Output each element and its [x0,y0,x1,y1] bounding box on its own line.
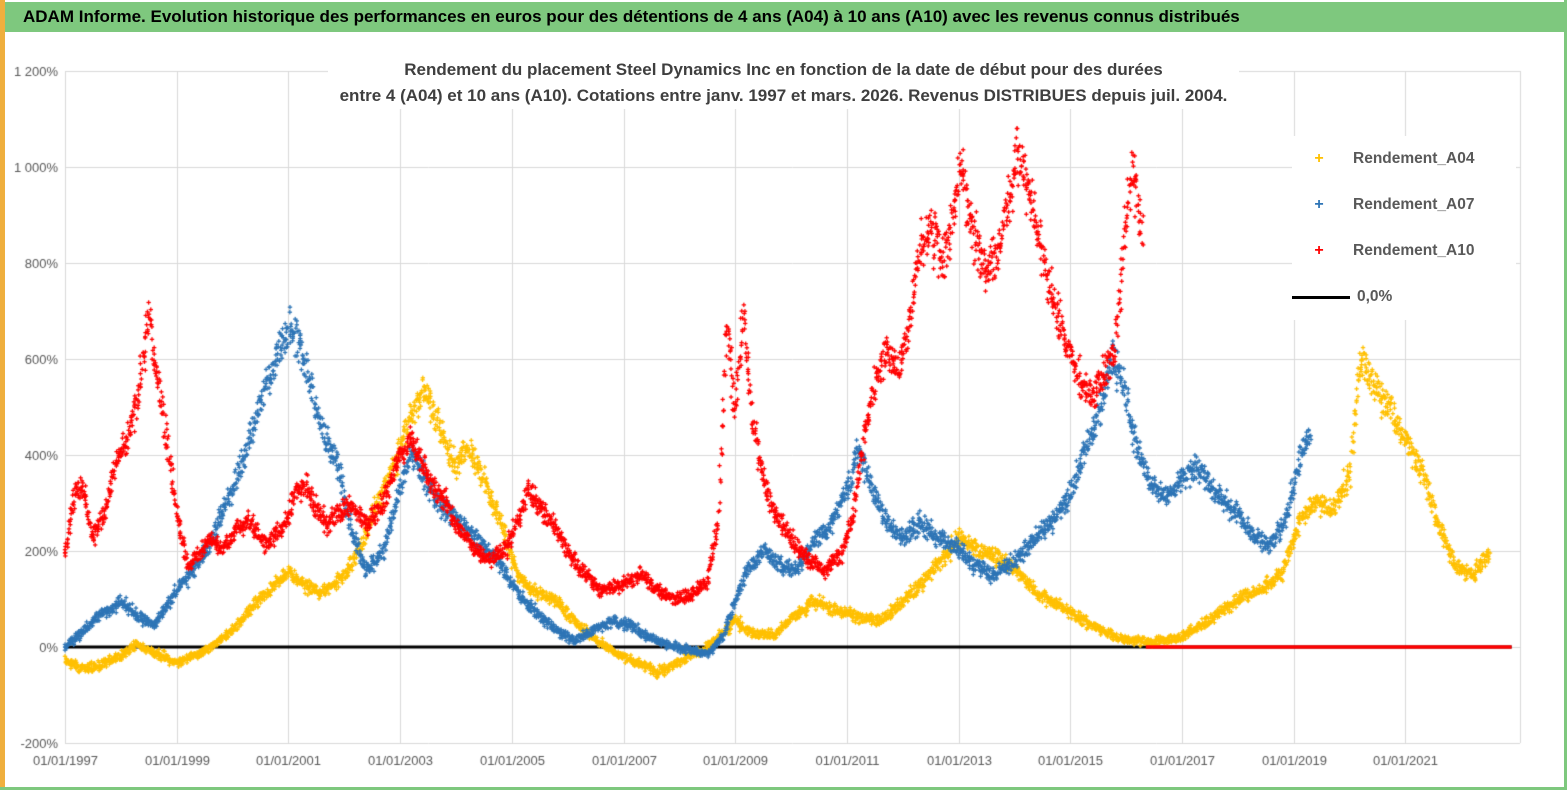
legend-label-a07: Rendement_A07 [1353,196,1475,213]
legend-label-zero: 0,0% [1357,288,1393,305]
chart-title-line2: entre 4 (A04) et 10 ans (A10). Cotations… [339,86,1228,105]
legend-label-a10: Rendement_A10 [1353,242,1475,259]
zero-line-marker-icon [1292,295,1350,299]
legend-item-zero-line: 0,0% [1292,274,1516,320]
plus-marker-icon: + [1314,242,1324,259]
legend-item-a07: + Rendement_A07 [1292,182,1516,228]
plus-marker-icon: + [1314,150,1324,167]
header-banner: ADAM Informe. Evolution historique des p… [5,2,1564,32]
plus-marker-icon: + [1314,196,1324,213]
chart-title-line1: Rendement du placement Steel Dynamics In… [404,60,1163,79]
page-border-bottom [0,787,1567,790]
chart-title: Rendement du placement Steel Dynamics In… [327,57,1240,109]
page-border-right [1564,0,1567,790]
legend-item-a10: + Rendement_A10 [1292,228,1516,274]
legend: + Rendement_A04 + Rendement_A07 + Rendem… [1292,136,1516,320]
legend-item-a04: + Rendement_A04 [1292,136,1516,182]
page-border-left [0,0,5,790]
legend-label-a04: Rendement_A04 [1353,150,1475,167]
header-title: ADAM Informe. Evolution historique des p… [23,7,1240,26]
